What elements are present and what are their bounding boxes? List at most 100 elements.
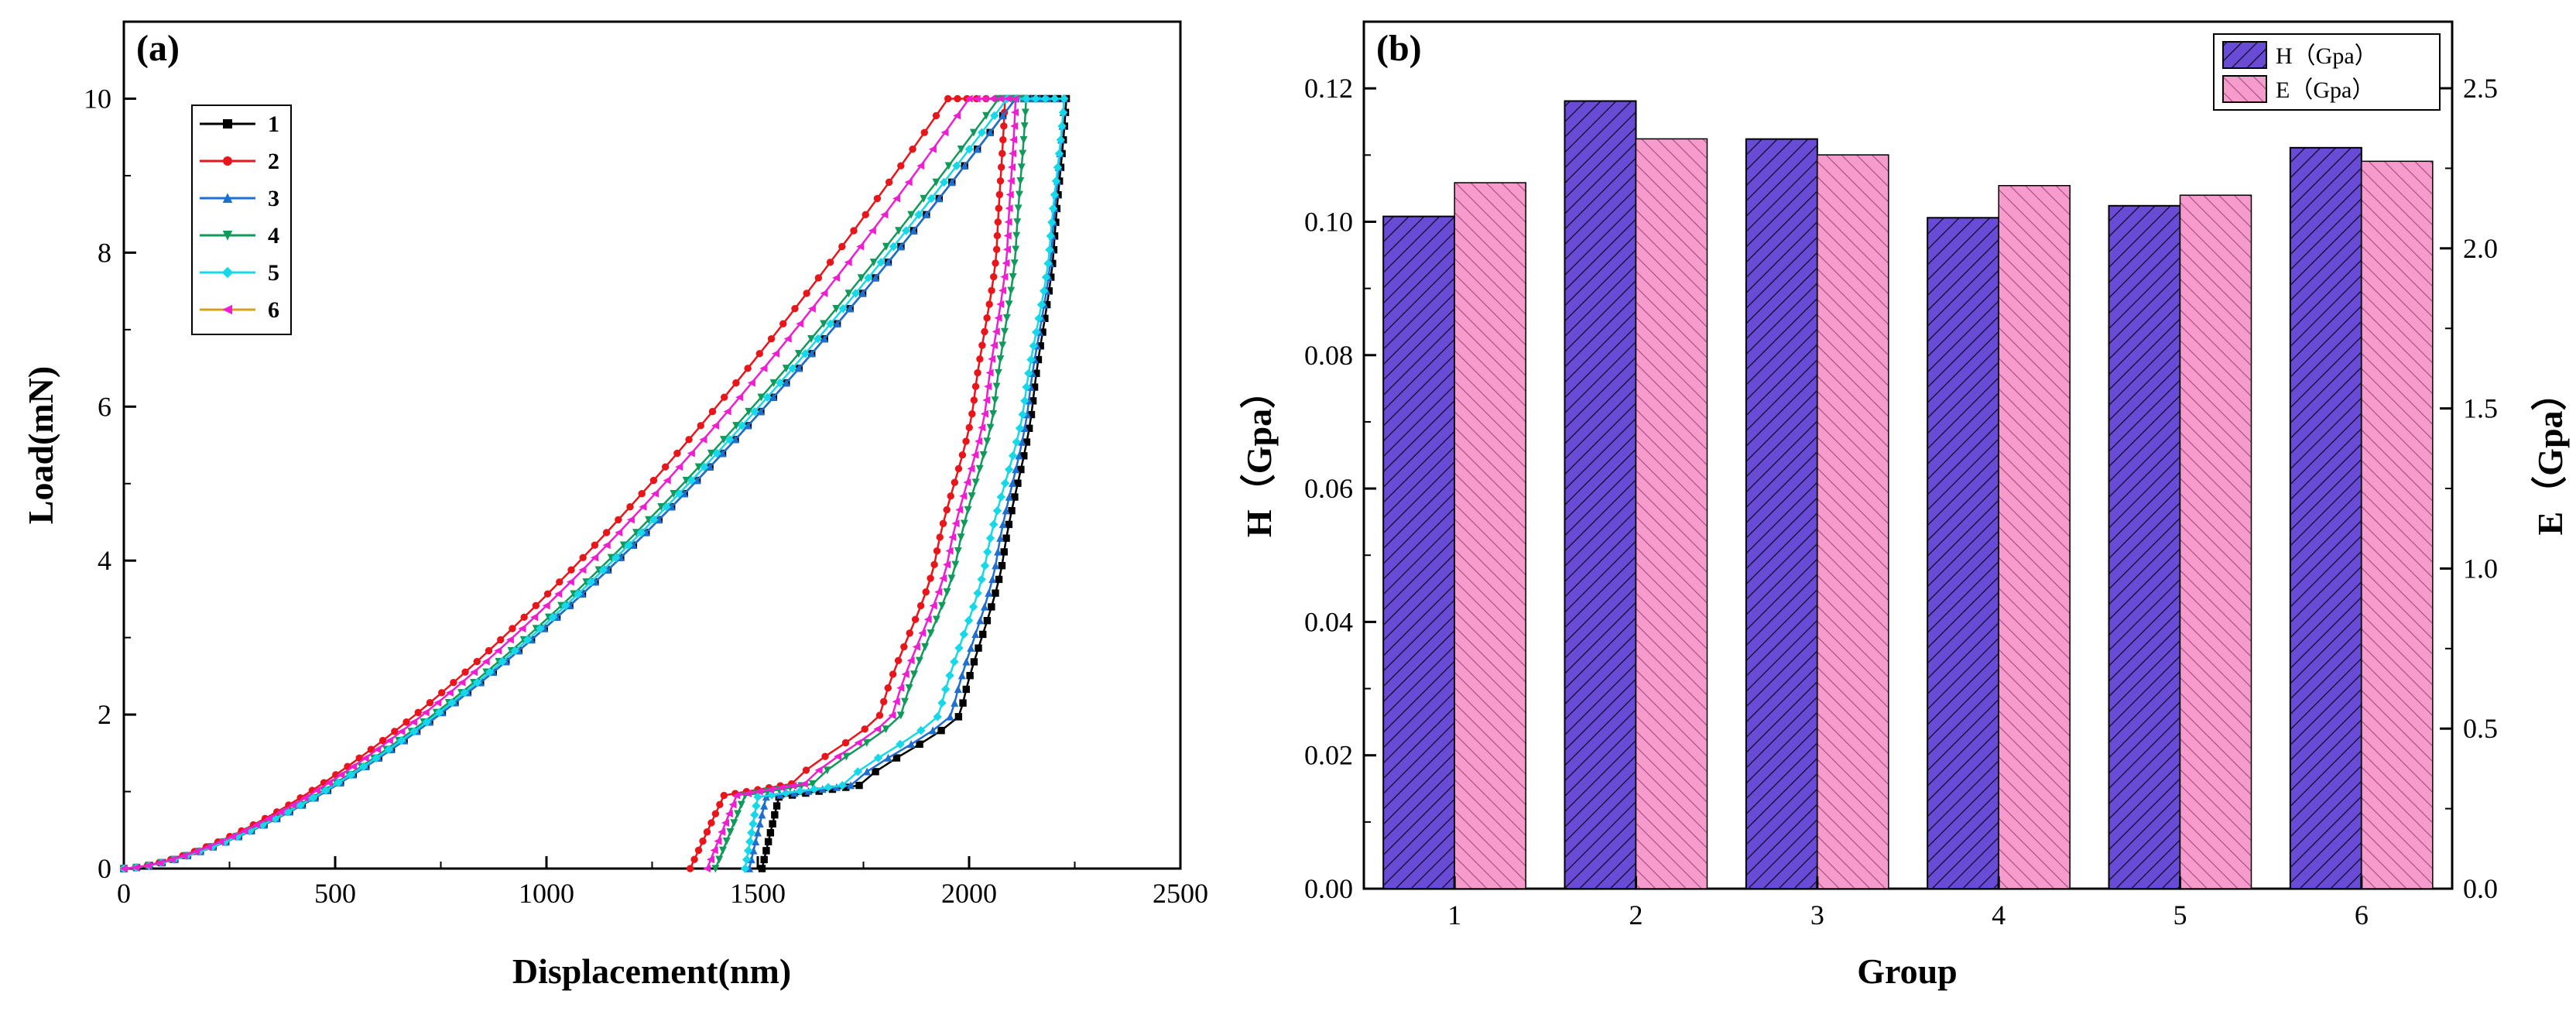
panel-a-point-6 xyxy=(994,314,1002,322)
panel-a-point-5 xyxy=(851,289,861,298)
panel-a-point-6 xyxy=(728,800,737,809)
panel-a-point-2 xyxy=(426,699,434,707)
panel-a-point-2 xyxy=(755,350,764,358)
panel-a-point-2 xyxy=(916,601,925,610)
panel-a-point-1 xyxy=(937,726,945,735)
panel-a-point-5 xyxy=(992,506,1002,516)
panel-a-point-6 xyxy=(1004,218,1012,226)
panel-a-point-6 xyxy=(989,341,998,350)
panel-a-point-4 xyxy=(832,304,841,314)
panel-a-point-2 xyxy=(993,231,1002,240)
panel-a-point-5 xyxy=(422,717,431,727)
panel-a-point-2 xyxy=(992,259,999,267)
panel-a-point-6 xyxy=(337,770,345,779)
panel-a-point-2 xyxy=(943,506,951,514)
panel-b-y-tick-label-right: 2.5 xyxy=(2463,73,2498,104)
panel-a-point-1 xyxy=(916,740,923,749)
panel-a-point-6 xyxy=(385,736,393,745)
panel-b-bar-h-4 xyxy=(1927,217,2000,889)
panel-a-y-tick-label: 10 xyxy=(84,83,111,114)
panel-a-point-5 xyxy=(724,435,735,444)
panel-a-point-5 xyxy=(853,767,863,776)
panel-a-point-5 xyxy=(876,258,886,267)
panel-a-point-5 xyxy=(864,273,873,283)
panel-a-point-2 xyxy=(999,135,1007,144)
panel-a-point-6 xyxy=(1005,204,1013,213)
panel-a-point-2 xyxy=(994,218,1002,226)
panel-a-point-5 xyxy=(536,624,545,633)
panel-a-point-5 xyxy=(795,787,805,796)
panel-a-point-3 xyxy=(973,145,981,153)
panel-a-point-1 xyxy=(1005,520,1013,529)
panel-b-y-tick-label-right: 0.0 xyxy=(2463,873,2498,904)
panel-a-point-5 xyxy=(873,753,883,763)
panel-a-point-2 xyxy=(1000,122,1008,130)
panel-a-point-6 xyxy=(732,791,741,800)
panel-a-point-4 xyxy=(920,194,928,203)
panel-a-point-2 xyxy=(944,94,952,103)
panel-a-point-2 xyxy=(861,725,868,733)
panel-a-point-2 xyxy=(686,865,694,872)
panel-a-point-6 xyxy=(892,697,900,706)
panel-a-point-2 xyxy=(932,111,940,120)
panel-a-point-6 xyxy=(896,684,905,692)
panel-a-point-5 xyxy=(560,601,570,611)
panel-a-point-6 xyxy=(854,739,862,747)
panel-a-point-4 xyxy=(718,846,727,855)
panel-a-point-6 xyxy=(626,516,635,524)
panel-a-point-6 xyxy=(530,613,539,622)
panel-a-point-1 xyxy=(1008,507,1016,515)
panel-a-point-2 xyxy=(626,503,634,511)
panel-a-point-6 xyxy=(132,863,140,872)
panel-a-point-5 xyxy=(954,643,964,653)
panel-a-point-5 xyxy=(810,784,819,794)
panel-a-point-3 xyxy=(847,781,855,790)
panel-a-point-2 xyxy=(473,657,481,666)
panel-a-point-2 xyxy=(615,516,622,524)
panel-a-point-1 xyxy=(892,754,901,762)
panel-a-point-6 xyxy=(888,711,896,720)
panel-a-point-5 xyxy=(964,615,974,625)
panel-a-x-tick-label: 1000 xyxy=(519,878,574,909)
panel-a-point-6 xyxy=(276,807,285,816)
panel-a-point-5 xyxy=(762,392,772,402)
panel-a-point-5 xyxy=(548,612,558,622)
panel-b-y-tick-label-right: 1.5 xyxy=(2463,393,2498,424)
panel-a-point-5 xyxy=(927,194,937,204)
panel-a-x-tick-label: 1500 xyxy=(730,878,786,909)
panel-a-point-6 xyxy=(639,502,647,511)
panel-a-point-4 xyxy=(947,574,956,583)
panel-a-point-6 xyxy=(743,790,752,798)
panel-a-point-1 xyxy=(762,847,770,855)
panel-a-point-4 xyxy=(869,259,878,267)
panel-a-point-3 xyxy=(1009,478,1017,487)
panel-a-point-5 xyxy=(813,334,823,344)
panel-a-point-5 xyxy=(742,855,752,865)
panel-a-point-5 xyxy=(838,780,847,790)
panel-b-x-axis-title: Group xyxy=(1857,951,1958,991)
panel-a-point-5 xyxy=(712,448,721,458)
panel-a-point-5 xyxy=(384,745,394,754)
panel-b-bar-h-5 xyxy=(2108,204,2181,889)
panel-a-point-2 xyxy=(779,320,787,327)
panel-a-point-5 xyxy=(1004,464,1014,475)
panel-b-bar-e-6 xyxy=(2361,160,2434,889)
panel-a-point-6 xyxy=(980,410,988,418)
panel-a-point-3 xyxy=(858,289,867,297)
panel-a-point-5 xyxy=(1012,437,1022,447)
panel-a-point-3 xyxy=(967,643,975,652)
panel-a-point-5 xyxy=(485,667,495,677)
panel-a-point-1 xyxy=(771,811,779,819)
panel-a-legend-marker-6 xyxy=(222,304,232,315)
panel-a-point-5 xyxy=(510,646,520,656)
panel-a-point-4 xyxy=(944,162,953,170)
panel-a-point-6 xyxy=(300,793,309,802)
panel-a-point-4 xyxy=(1005,300,1013,309)
panel-a-point-4 xyxy=(734,810,742,818)
panel-a-point-6 xyxy=(180,852,188,860)
panel-a-point-3 xyxy=(769,392,778,401)
panel-a-legend-marker-3 xyxy=(222,193,233,203)
panel-a-point-2 xyxy=(838,242,846,251)
panel-a-point-2 xyxy=(885,178,893,187)
